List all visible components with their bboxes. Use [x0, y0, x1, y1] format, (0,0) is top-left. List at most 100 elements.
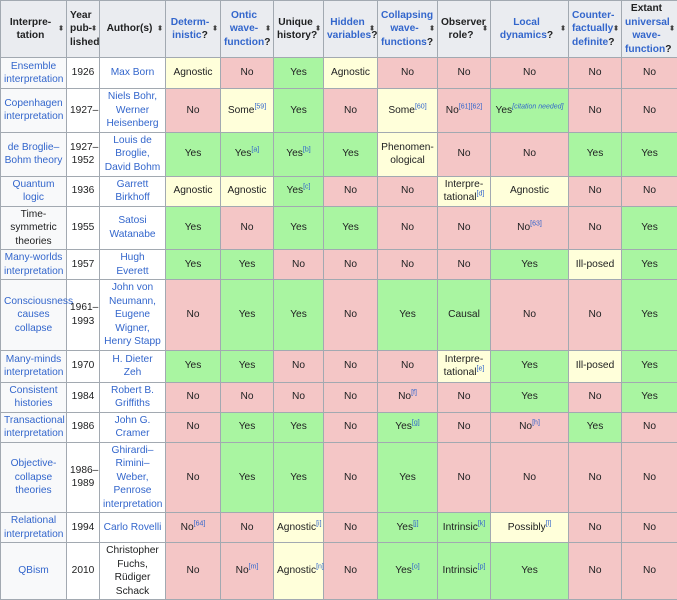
interpretation-link[interactable]: Consistent histories — [9, 385, 57, 410]
sort-icon[interactable]: ⬍ — [613, 22, 619, 36]
header-link[interactable]: Collapsing wave-functions — [381, 10, 433, 48]
header-link[interactable]: Ontic wave-function — [224, 10, 264, 48]
sort-icon[interactable]: ⬍ — [560, 22, 566, 36]
column-header-local-dynamics[interactable]: Local dynamics?⬍ — [491, 1, 569, 58]
cell-value: Yes — [641, 309, 658, 320]
author-link[interactable]: Carlo Rovelli — [104, 522, 162, 533]
value-cell-universal-wavefunction: No — [622, 58, 677, 89]
author-link[interactable]: Niels Bohr, Werner Heisenberg — [106, 91, 158, 129]
value-cell-collapsing-wavefunctions: Yes — [378, 442, 438, 513]
value-cell-hidden-variables: No — [324, 89, 378, 133]
sort-icon[interactable]: ⬍ — [265, 22, 271, 36]
citation-link[interactable]: [63] — [530, 221, 542, 228]
author-link[interactable]: Max Born — [111, 67, 155, 78]
citation-link[interactable]: [a] — [251, 147, 259, 154]
interpretation-link[interactable]: de Broglie–Bohm theory — [5, 142, 63, 167]
column-header-hidden-variables[interactable]: Hidden variables?⬍ — [324, 1, 378, 58]
author-link[interactable]: Louis de Broglie, David Bohm — [105, 135, 161, 173]
column-header-universal-wavefunction[interactable]: Extant universal wave-function?⬍ — [622, 1, 677, 58]
interpretation-link[interactable]: Ensemble interpretation — [4, 61, 63, 86]
column-header-unique-history[interactable]: Unique history?⬍ — [274, 1, 324, 58]
citation-link[interactable]: [m] — [249, 564, 259, 571]
cell-value: Yes — [399, 472, 416, 483]
cell-value: Yes — [396, 522, 413, 533]
interpretation-link[interactable]: Transactional interpretation — [4, 415, 65, 440]
interpretation-link[interactable]: Quantum logic — [13, 179, 55, 204]
author-link[interactable]: Hugh Everett — [116, 252, 148, 277]
column-header-year[interactable]: Year pub-lished⬍ — [67, 1, 100, 58]
sort-icon[interactable]: ⬍ — [58, 22, 64, 36]
column-header-collapsing-wavefunctions[interactable]: Collapsing wave-functions?⬍ — [378, 1, 438, 58]
citation-link[interactable]: [i] — [316, 520, 321, 527]
cell-value: Phenomen-ological — [381, 142, 434, 167]
citation-link[interactable]: [n] — [316, 564, 324, 571]
citation-link[interactable]: [g] — [412, 420, 420, 427]
cell-value: No — [523, 67, 536, 78]
citation-link[interactable]: [j] — [413, 520, 418, 527]
interpretation-link[interactable]: Consciousness causes collapse — [4, 296, 73, 334]
cell-value: No — [186, 421, 199, 432]
author-link[interactable]: John G. Cramer — [115, 415, 151, 440]
column-header-interpretation[interactable]: Interpre-tation⬍ — [1, 1, 67, 58]
citation-link[interactable]: [e] — [477, 366, 485, 373]
citation-link[interactable]: [c] — [303, 184, 310, 191]
cell-value: Yes — [521, 259, 538, 270]
author-link[interactable]: Ghirardi–Rimini–Weber, Penrose interpret… — [103, 445, 162, 510]
citation-link[interactable]: [f] — [411, 390, 417, 397]
citation-link[interactable]: [l] — [546, 520, 551, 527]
author-link[interactable]: Satosi Watanabe — [109, 215, 155, 240]
sort-icon[interactable]: ⬍ — [482, 22, 488, 36]
interpretation-link[interactable]: Many-worlds interpretation — [4, 252, 63, 277]
sort-icon[interactable]: ⬍ — [429, 22, 435, 36]
value-cell-ontic-wavefunction: Yes — [221, 442, 274, 513]
value-cell-hidden-variables: No — [324, 412, 378, 442]
value-cell-unique-history: Yes — [274, 280, 324, 351]
citation-link[interactable]: [k] — [478, 520, 485, 527]
citation-link[interactable]: [d] — [477, 191, 485, 198]
interpretation-link[interactable]: Copenhagen interpretation — [4, 98, 63, 123]
sort-icon[interactable]: ⬍ — [157, 22, 163, 36]
column-header-counterfactually-definite[interactable]: Counter-factually definite?⬍ — [569, 1, 622, 58]
column-header-ontic-wavefunction[interactable]: Ontic wave-function?⬍ — [221, 1, 274, 58]
value-cell-collapsing-wavefunctions: No — [378, 206, 438, 250]
interpretation-link[interactable]: Relational interpretation — [4, 515, 63, 540]
value-cell-local-dynamics: Yes — [491, 543, 569, 600]
citation-link[interactable]: [o] — [412, 564, 420, 571]
value-cell-counterfactually-definite: No — [569, 513, 622, 543]
column-header-observer-role[interactable]: Observer role?⬍ — [438, 1, 491, 58]
author-cell: Christopher Fuchs, Rüdiger Schack — [100, 543, 166, 600]
sort-icon[interactable]: ⬍ — [212, 22, 218, 36]
citation-link[interactable]: [citation needed] — [512, 103, 563, 110]
cell-value: Agnostic — [227, 185, 266, 196]
citation-link[interactable]: [h] — [532, 420, 540, 427]
cell-value: No — [457, 222, 470, 233]
sort-icon[interactable]: ⬍ — [369, 22, 375, 36]
author-link[interactable]: H. Dieter Zeh — [112, 354, 152, 379]
citation-link[interactable]: [60] — [415, 103, 427, 110]
column-header-deterministic[interactable]: Determ-inistic?⬍ — [166, 1, 221, 58]
header-link[interactable]: Hidden variables — [327, 17, 371, 42]
citation-link[interactable]: [61][62] — [459, 103, 482, 110]
header-link[interactable]: Local dynamics — [500, 17, 547, 42]
header-link[interactable]: universal wave-function — [625, 17, 670, 55]
author-link[interactable]: John von Neumann, Eugene Wigner, Henry S… — [104, 282, 161, 347]
value-cell-hidden-variables: Yes — [324, 132, 378, 176]
sort-icon[interactable]: ⬍ — [315, 22, 321, 36]
citation-link[interactable]: [64] — [194, 520, 206, 527]
author-link[interactable]: Robert B. Griffiths — [111, 385, 154, 410]
citation-link[interactable]: [p] — [478, 564, 486, 571]
citation-link[interactable]: [b] — [303, 147, 311, 154]
cell-value: Yes — [521, 360, 538, 371]
value-cell-hidden-variables: Agnostic — [324, 58, 378, 89]
cell-value: No — [457, 148, 470, 159]
author-link[interactable]: Garrett Birkhoff — [115, 179, 149, 204]
value-cell-ontic-wavefunction: Yes — [221, 350, 274, 382]
author-cell: Max Born — [100, 58, 166, 89]
interpretation-link[interactable]: Objective-collapse theories — [11, 458, 57, 496]
interpretation-link[interactable]: QBism — [18, 565, 49, 576]
sort-icon[interactable]: ⬍ — [669, 22, 675, 36]
citation-link[interactable]: [59] — [254, 103, 266, 110]
sort-icon[interactable]: ⬍ — [91, 22, 97, 36]
column-header-authors[interactable]: Author(s)⬍ — [100, 1, 166, 58]
interpretation-link[interactable]: Many-minds interpretation — [4, 354, 63, 379]
